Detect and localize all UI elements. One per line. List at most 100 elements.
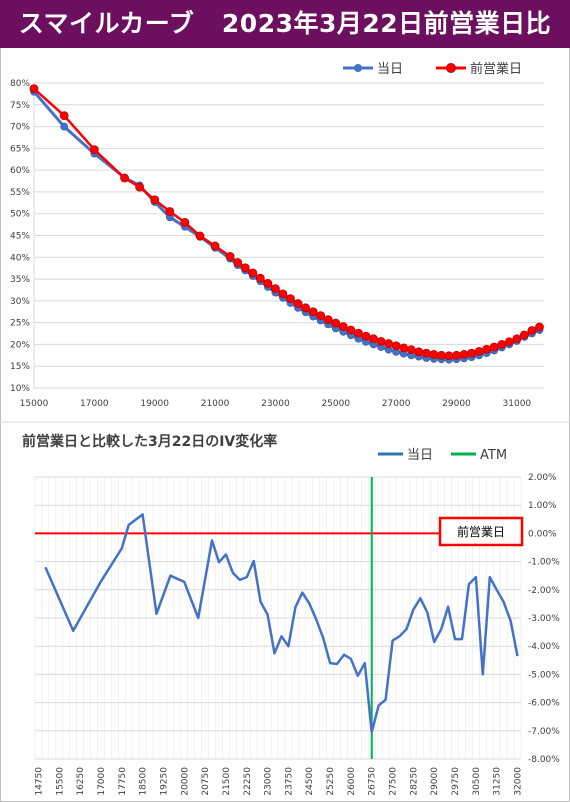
y-tick-label: 0.00% bbox=[528, 529, 557, 539]
data-point bbox=[421, 348, 431, 358]
data-point bbox=[369, 334, 378, 344]
x-tick-label: 19250 bbox=[159, 767, 169, 796]
data-point bbox=[150, 195, 160, 205]
x-axis-tick-labels: 15000 17000 19000 21000 23000 25000 27000 29000… bbox=[20, 399, 532, 409]
x-tick-label: 28250 bbox=[409, 767, 419, 796]
smile-curve-chart: 10% 15% 20% 25% 30% 35% 40% 45% 50% 55% 60% 65% 70% 7… bbox=[0, 61, 570, 423]
series-line bbox=[32, 90, 541, 362]
reference-label-box: 前営業日 bbox=[438, 516, 524, 547]
series-line bbox=[33, 87, 541, 358]
data-point bbox=[474, 346, 484, 356]
y-tick-label: 80% bbox=[10, 79, 30, 89]
x-tick-label: 23000 bbox=[261, 399, 290, 409]
series-today bbox=[44, 513, 519, 734]
legend-item-today: 当日 bbox=[378, 448, 433, 463]
data-point bbox=[384, 339, 393, 348]
x-tick-label: 25000 bbox=[321, 399, 350, 409]
data-point bbox=[271, 284, 280, 294]
data-point bbox=[233, 258, 243, 267]
y-tick-label: 45% bbox=[10, 232, 30, 242]
y-tick-label: 30% bbox=[10, 297, 30, 307]
x-tick-label: 31000 bbox=[503, 399, 532, 409]
x-tick-label: 30500 bbox=[472, 767, 482, 796]
data-point bbox=[346, 325, 356, 335]
legend: 当日 ATM bbox=[378, 448, 507, 463]
data-point bbox=[59, 111, 69, 121]
data-point bbox=[376, 336, 386, 346]
data-point bbox=[429, 350, 439, 359]
legend-label-previous: 前営業日 bbox=[470, 61, 522, 77]
series-previous bbox=[29, 84, 544, 361]
x-tick-label: 20000 bbox=[180, 767, 190, 796]
data-series bbox=[44, 513, 519, 734]
y-tick-label: 65% bbox=[10, 144, 30, 154]
data-point bbox=[361, 331, 371, 341]
x-tick-label: 29750 bbox=[451, 767, 461, 796]
data-point bbox=[535, 322, 544, 332]
data-point bbox=[135, 182, 145, 192]
chart-title: 前営業日と比較した3月22日のIV変化率 bbox=[22, 433, 277, 450]
y-tick-label: 25% bbox=[10, 319, 30, 329]
y-tick-label: -5.00% bbox=[528, 670, 560, 680]
data-point bbox=[278, 289, 288, 299]
page-title: スマイルカーブ 2023年3月22日前営業日比 bbox=[18, 9, 552, 38]
data-point bbox=[225, 252, 235, 261]
data-point bbox=[391, 341, 401, 351]
x-tick-label: 20750 bbox=[201, 767, 211, 796]
legend-item-atm: ATM bbox=[451, 448, 507, 463]
x-tick-label: 27500 bbox=[389, 767, 399, 796]
y-tick-label: -7.00% bbox=[528, 727, 560, 737]
x-tick-label: 26000 bbox=[347, 767, 357, 796]
data-point bbox=[89, 145, 99, 155]
y-tick-label: 40% bbox=[10, 253, 30, 263]
y-tick-label: -4.00% bbox=[528, 642, 560, 652]
x-tick-label: 18500 bbox=[139, 767, 149, 796]
x-tick-label: 32000 bbox=[514, 767, 524, 796]
x-tick-label: 21000 bbox=[201, 399, 230, 409]
data-point bbox=[338, 322, 348, 331]
x-tick-label: 29000 bbox=[442, 399, 471, 409]
x-axis-tick-labels: 14750 15500 16250 17000 17750 18500 19250 20000… bbox=[34, 767, 523, 796]
x-tick-label: 17000 bbox=[80, 399, 109, 409]
series-line bbox=[44, 513, 519, 734]
legend-label-today: 当日 bbox=[407, 448, 433, 463]
iv-change-chart: 前営業日と比較した3月22日のIV変化率 2.00% 1.00% 0.00% -1.0… bbox=[22, 433, 560, 796]
x-tick-label: 29000 bbox=[430, 767, 440, 796]
y-tick-label: -6.00% bbox=[528, 699, 560, 709]
y-tick-label: -8.00% bbox=[528, 755, 560, 765]
y-axis-tick-labels: 10% 15% 20% 25% 30% 35% 40% 45% 50% 55% 60% 65% 70% 7… bbox=[10, 79, 30, 394]
x-tick-label: 19000 bbox=[140, 399, 169, 409]
y-tick-label: 60% bbox=[10, 166, 30, 176]
data-point bbox=[406, 345, 416, 355]
data-point bbox=[519, 330, 529, 340]
x-tick-label: 24500 bbox=[305, 767, 315, 796]
data-point bbox=[210, 241, 220, 251]
data-point bbox=[240, 263, 250, 273]
x-tick-label: 16250 bbox=[76, 767, 86, 796]
data-point bbox=[504, 337, 514, 347]
data-point bbox=[512, 334, 522, 344]
y-tick-label: 15% bbox=[10, 362, 30, 372]
legend-label-today: 当日 bbox=[377, 62, 403, 77]
x-tick-label: 23750 bbox=[284, 767, 294, 796]
legend: 当日 前営業日 bbox=[343, 61, 522, 77]
data-point bbox=[301, 303, 310, 313]
series-today bbox=[30, 87, 544, 364]
data-point bbox=[255, 273, 265, 283]
x-tick-label: 17750 bbox=[118, 767, 128, 796]
x-tick-label: 14750 bbox=[34, 767, 44, 796]
legend-label-atm: ATM bbox=[480, 448, 507, 463]
x-tick-label: 17000 bbox=[97, 767, 107, 796]
data-point bbox=[497, 340, 507, 349]
y-tick-label: 70% bbox=[10, 123, 30, 133]
y-axis-tick-labels: 2.00% 1.00% 0.00% -1.00% -2.00% -3.00% -4.00% -… bbox=[528, 473, 560, 765]
y-tick-label: 50% bbox=[10, 210, 30, 220]
y-tick-label: 2.00% bbox=[528, 473, 557, 483]
data-point bbox=[414, 347, 424, 357]
x-tick-label: 27000 bbox=[382, 399, 411, 409]
data-point bbox=[60, 122, 69, 131]
data-point bbox=[316, 311, 326, 321]
legend-marker-previous bbox=[446, 63, 456, 73]
x-tick-label: 31250 bbox=[493, 767, 503, 796]
title-banner: スマイルカーブ 2023年3月22日前営業日比 bbox=[0, 0, 570, 48]
